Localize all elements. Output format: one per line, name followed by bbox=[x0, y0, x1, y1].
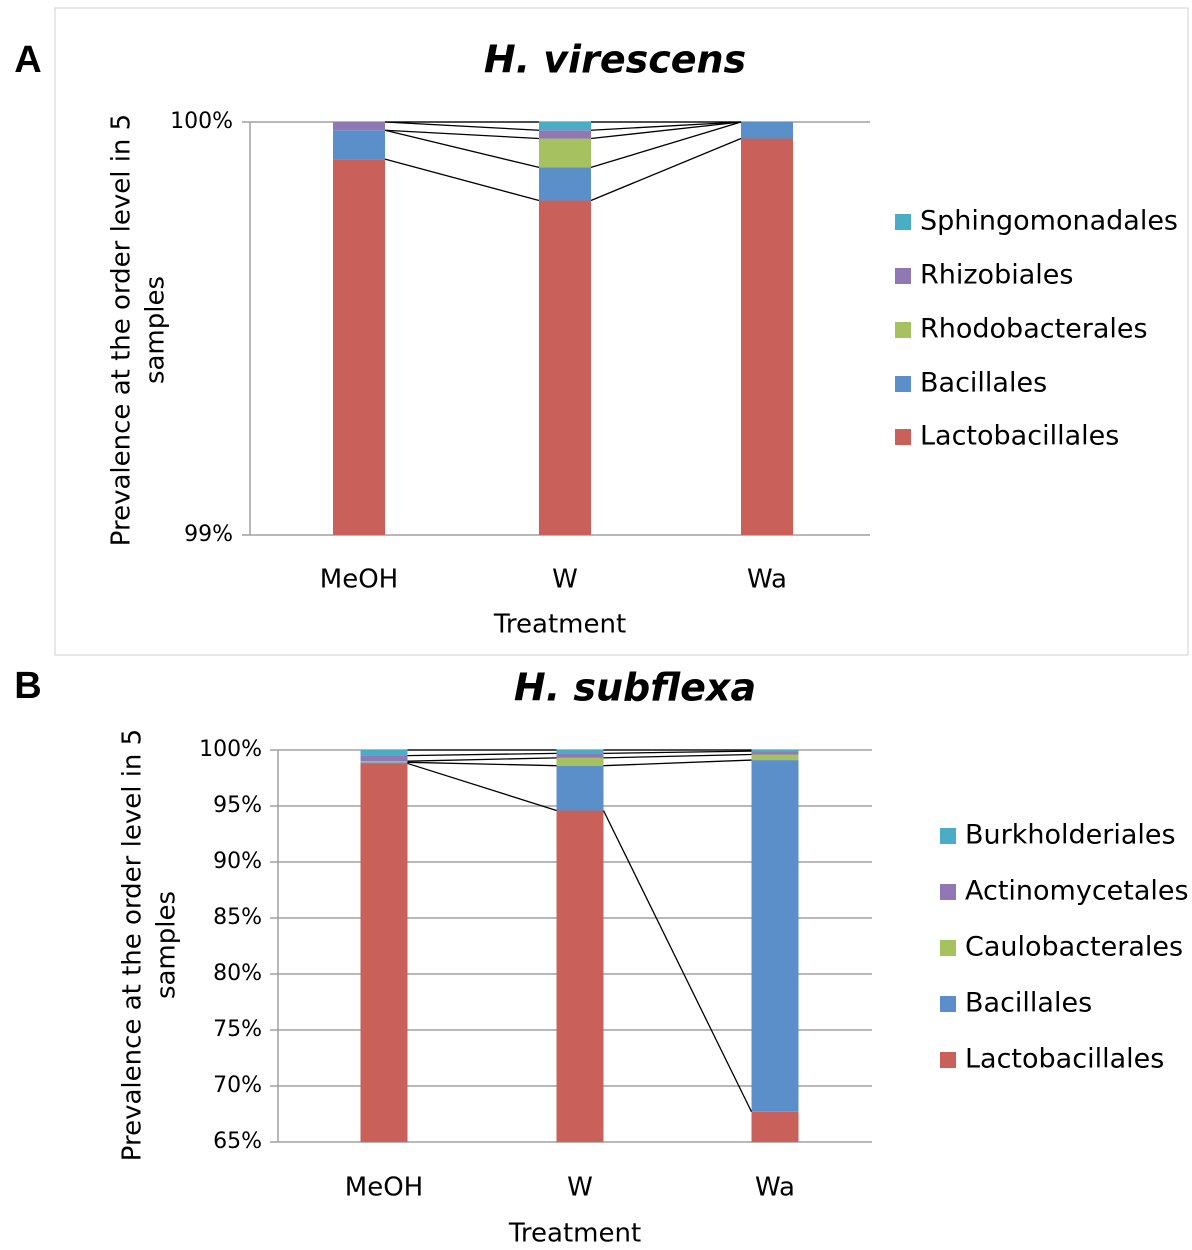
series-connector bbox=[407, 752, 557, 757]
series-connector bbox=[590, 121, 742, 169]
series-connector bbox=[407, 762, 557, 812]
bar-segment bbox=[333, 122, 385, 131]
legend-swatch bbox=[940, 884, 956, 900]
panel-label: B bbox=[14, 665, 41, 707]
legend-swatch bbox=[895, 268, 911, 284]
y-tick-label: 70% bbox=[213, 1073, 262, 1098]
bar-segment bbox=[751, 751, 799, 755]
legend-swatch bbox=[940, 1052, 956, 1068]
legend-swatch bbox=[895, 322, 911, 338]
y-tick-label: 99% bbox=[184, 522, 233, 547]
y-axis-label: Prevalence at the order level in 5 bbox=[107, 114, 137, 546]
panel-frame bbox=[54, 7, 1189, 656]
legend-swatch bbox=[895, 376, 911, 392]
bar-segment bbox=[539, 167, 591, 201]
bar-segment bbox=[751, 1111, 799, 1142]
x-axis-label: Treatment bbox=[493, 610, 626, 640]
x-tick-label: W bbox=[567, 1173, 593, 1203]
y-tick-label: 65% bbox=[213, 1129, 262, 1154]
y-axis-label: samples bbox=[152, 891, 182, 999]
bar-segment bbox=[360, 763, 408, 1142]
y-tick-label: 100% bbox=[199, 737, 262, 762]
legend-swatch bbox=[895, 429, 911, 445]
bar-segment bbox=[556, 810, 604, 1142]
series-connector bbox=[384, 121, 540, 131]
bar-segment bbox=[360, 750, 408, 756]
legend-swatch bbox=[940, 996, 956, 1012]
legend-swatch bbox=[940, 828, 956, 844]
bar-segment bbox=[751, 750, 799, 752]
legend-label: Rhizobiales bbox=[920, 260, 1073, 291]
series-connector bbox=[603, 750, 752, 755]
y-tick-label: 95% bbox=[213, 793, 262, 818]
x-tick-label: MeOH bbox=[345, 1173, 423, 1203]
bar-segment bbox=[556, 757, 604, 766]
bar-segment bbox=[741, 122, 793, 139]
x-tick-label: W bbox=[552, 565, 578, 595]
x-tick-label: Wa bbox=[755, 1173, 795, 1203]
series-connector bbox=[590, 121, 742, 140]
bar-segment bbox=[539, 200, 591, 535]
series-connector bbox=[590, 121, 742, 131]
bar-segment bbox=[539, 130, 591, 139]
series-connector bbox=[384, 129, 540, 169]
panel-label: A bbox=[14, 39, 41, 81]
legend-label: Burkholderiales bbox=[965, 820, 1176, 851]
bar-segment bbox=[556, 753, 604, 758]
legend-label: Bacillales bbox=[965, 988, 1092, 1019]
bar-segment bbox=[741, 138, 793, 535]
series-connector bbox=[384, 129, 540, 140]
bar-segment bbox=[360, 761, 408, 763]
legend-label: Actinomycetales bbox=[965, 876, 1189, 907]
bar-segment bbox=[333, 130, 385, 160]
bar-segment bbox=[333, 159, 385, 536]
series-connector bbox=[603, 759, 752, 767]
y-tick-label: 90% bbox=[213, 849, 262, 874]
bar-segment bbox=[539, 138, 591, 168]
legend-swatch bbox=[940, 940, 956, 956]
legend-label: Lactobacillales bbox=[965, 1044, 1164, 1075]
x-tick-label: MeOH bbox=[320, 565, 398, 595]
y-axis-label: Prevalence at the order level in 5 bbox=[118, 729, 148, 1161]
legend-label: Caulobacterales bbox=[965, 932, 1183, 963]
legend-label: Sphingomonadales bbox=[920, 206, 1178, 237]
series-connector bbox=[384, 158, 540, 202]
chart-title: H. virescens bbox=[484, 38, 746, 82]
y-tick-label: 100% bbox=[170, 109, 233, 134]
y-axis-label: samples bbox=[141, 276, 171, 384]
legend-label: Rhodobacterales bbox=[920, 314, 1148, 345]
y-tick-label: 75% bbox=[213, 1017, 262, 1042]
bar-segment bbox=[360, 762, 408, 764]
legend-label: Bacillales bbox=[920, 368, 1047, 399]
series-connector bbox=[407, 757, 557, 762]
x-axis-label: Treatment bbox=[508, 1219, 641, 1249]
chart-title: H. subflexa bbox=[514, 666, 756, 710]
bar-segment bbox=[751, 760, 799, 1112]
bar-segment bbox=[360, 755, 408, 762]
y-tick-label: 85% bbox=[213, 905, 262, 930]
series-connector bbox=[407, 761, 557, 767]
legend-label: Lactobacillales bbox=[920, 421, 1119, 452]
series-connector bbox=[603, 753, 752, 759]
bar-segment bbox=[556, 765, 604, 811]
bar-segment bbox=[751, 754, 799, 761]
y-tick-label: 80% bbox=[213, 961, 262, 986]
series-connector bbox=[602, 810, 753, 1113]
legend-swatch bbox=[895, 214, 911, 230]
bar-segment bbox=[556, 750, 604, 754]
x-tick-label: Wa bbox=[747, 565, 787, 595]
series-connector bbox=[590, 137, 742, 202]
bar-segment bbox=[539, 122, 591, 131]
